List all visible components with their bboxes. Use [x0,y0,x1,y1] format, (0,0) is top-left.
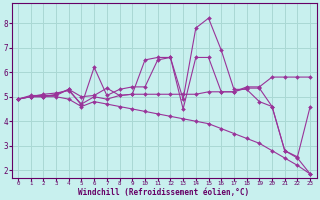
X-axis label: Windchill (Refroidissement éolien,°C): Windchill (Refroidissement éolien,°C) [78,188,250,197]
